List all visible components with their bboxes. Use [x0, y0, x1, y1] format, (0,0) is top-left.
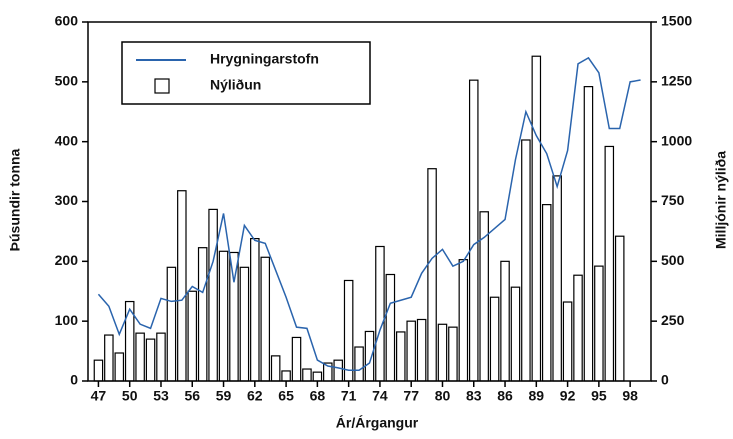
x-tick-label: 62 — [247, 388, 263, 404]
bar — [562, 301, 573, 382]
bar — [448, 326, 458, 382]
x-tick-label: 50 — [122, 388, 138, 404]
bar — [437, 323, 448, 382]
x-tick-label: 65 — [278, 388, 294, 404]
bar — [594, 265, 604, 382]
bar — [218, 250, 229, 382]
x-tick-label: 77 — [403, 388, 419, 404]
bar — [333, 359, 343, 382]
bar — [187, 290, 198, 382]
y-axis-label: Þúsundir tonna — [7, 148, 23, 251]
bar — [343, 279, 354, 382]
x-tick-label: 71 — [341, 388, 357, 404]
x-tick-label: 89 — [529, 388, 545, 404]
x-tick-label: 68 — [310, 388, 326, 404]
x-tick-label: 59 — [216, 388, 232, 404]
bar — [531, 55, 542, 382]
bar — [604, 145, 615, 382]
bar — [510, 286, 521, 382]
bar — [396, 331, 406, 382]
bar — [229, 251, 239, 382]
bar — [521, 139, 531, 382]
y-tick-label: 300 — [55, 192, 79, 208]
bar — [104, 334, 114, 382]
bar — [489, 296, 500, 382]
legend-box — [121, 41, 371, 105]
y-tick-label: 0 — [70, 372, 78, 388]
y2-tick-label: 750 — [661, 192, 685, 208]
bar — [541, 204, 552, 382]
y-tick-label: 200 — [55, 252, 79, 268]
x-tick-label: 86 — [497, 388, 513, 404]
y2-tick-label: 250 — [661, 312, 685, 328]
x-tick-label: 92 — [560, 388, 576, 404]
bar — [468, 79, 479, 382]
bar — [573, 274, 583, 382]
bar — [500, 260, 510, 382]
bar — [156, 332, 166, 382]
x-axis-label: Ár/Árgangur — [336, 415, 419, 431]
bar — [260, 256, 271, 382]
bar — [177, 190, 187, 382]
y2-tick-label: 1000 — [661, 132, 692, 148]
x-tick-label: 56 — [184, 388, 200, 404]
bar — [239, 266, 250, 382]
y2-axis-label: Milljónir nýliða — [713, 151, 729, 249]
x-tick-label: 83 — [466, 388, 482, 404]
y-tick-label: 500 — [55, 73, 79, 89]
legend-swatch — [154, 78, 170, 94]
bar — [458, 259, 469, 382]
bar — [93, 359, 104, 382]
bar — [552, 175, 562, 382]
y-tick-label: 600 — [55, 13, 79, 29]
bar — [166, 266, 177, 382]
bar — [354, 346, 364, 382]
y2-tick-label: 1500 — [661, 13, 692, 29]
y-tick-label: 100 — [55, 312, 79, 328]
x-tick-label: 95 — [591, 388, 607, 404]
bar — [385, 273, 396, 382]
bar — [114, 352, 125, 382]
bar — [375, 245, 385, 382]
bar — [270, 355, 281, 382]
bar — [197, 247, 208, 382]
bar — [250, 237, 260, 382]
x-tick-label: 74 — [372, 388, 388, 404]
bar — [406, 320, 416, 382]
x-tick-label: 98 — [622, 388, 638, 404]
y2-tick-label: 1250 — [661, 73, 692, 89]
bar — [302, 368, 312, 382]
legend-label: Nýliðun — [210, 77, 261, 93]
bar — [416, 318, 427, 382]
bar — [312, 371, 323, 382]
bar — [145, 338, 156, 382]
y-tick-label: 400 — [55, 132, 79, 148]
x-tick-label: 47 — [91, 388, 107, 404]
bar — [135, 332, 145, 382]
legend-label: Hrygningarstofn — [210, 51, 319, 67]
y2-tick-label: 500 — [661, 252, 685, 268]
bar — [208, 208, 218, 382]
x-tick-label: 80 — [435, 388, 451, 404]
bar — [291, 336, 302, 382]
x-tick-label: 53 — [153, 388, 169, 404]
bar — [281, 370, 291, 382]
line — [97, 56, 641, 371]
bar — [583, 86, 594, 382]
bar — [427, 168, 437, 382]
y2-tick-label: 0 — [661, 372, 669, 388]
bar — [614, 235, 625, 382]
